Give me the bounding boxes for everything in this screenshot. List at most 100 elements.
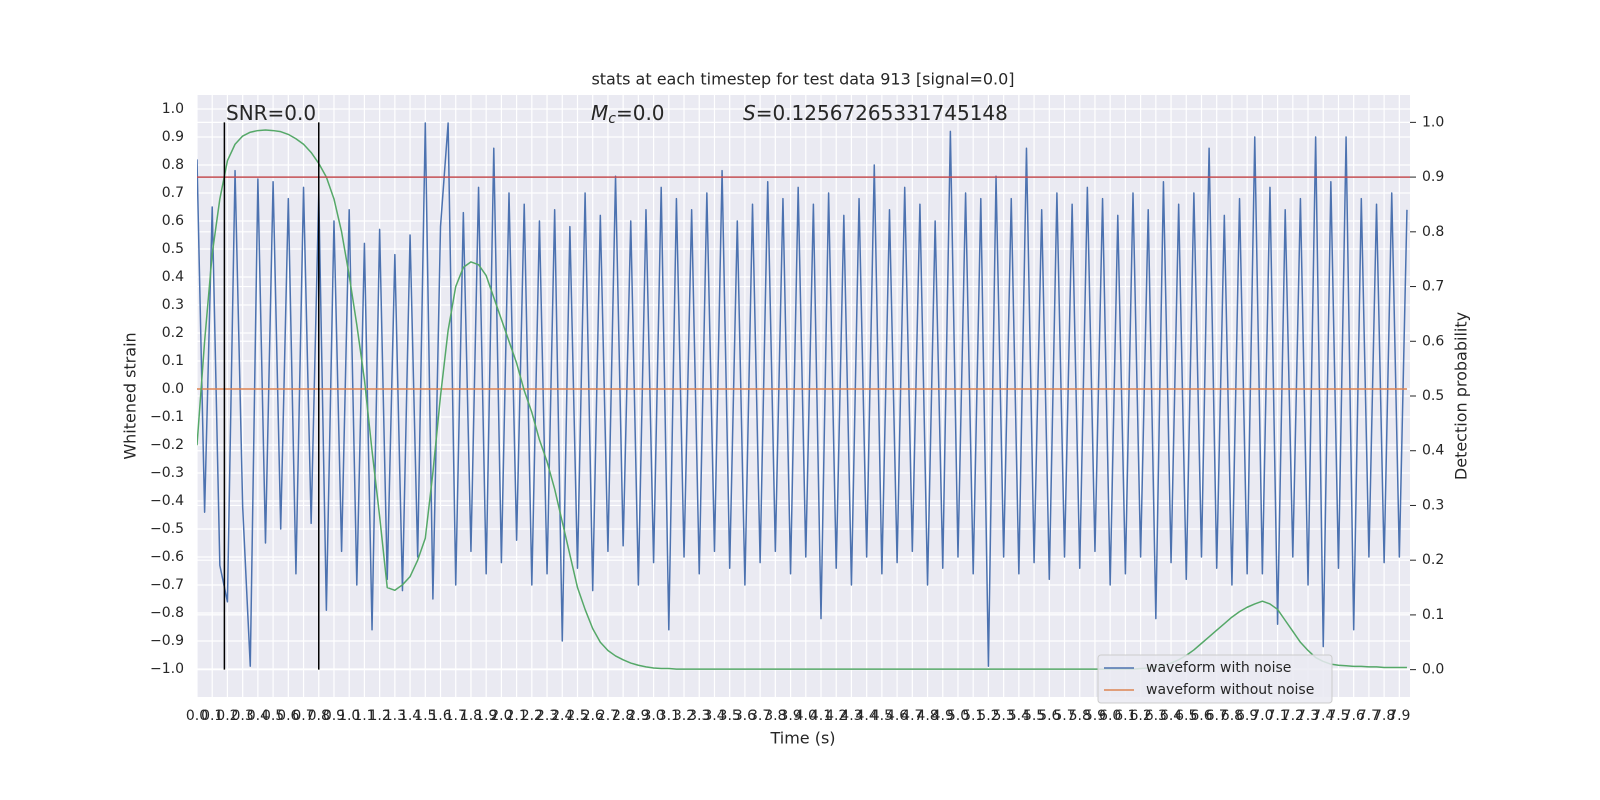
x-tick-label: 6.4 [1160, 708, 1182, 724]
y-axis-label: Whitened strain [121, 332, 140, 459]
y-tick-label: 0.2 [162, 325, 184, 341]
x-tick-label: 3.6 [734, 708, 756, 724]
x-tick-label: 3.0 [642, 708, 664, 724]
x-tick-label: 1.5 [414, 708, 436, 724]
x-tick-label: 7.0 [1251, 708, 1273, 724]
x-tick-label: 7.7 [1358, 708, 1380, 724]
y-tick-label: 0.4 [162, 269, 184, 285]
x-tick-label: 0.5 [262, 708, 284, 724]
x-tick-label: 4.7 [901, 708, 923, 724]
x-tick-label: 3.1 [658, 708, 680, 724]
x-tick-label: 2.7 [597, 708, 619, 724]
x-tick-label: 7.4 [1312, 708, 1334, 724]
x-tick-label: 0.9 [323, 708, 345, 724]
x-tick-label: 7.8 [1373, 708, 1395, 724]
y-tick-label: −0.3 [150, 465, 184, 481]
x-tick-label: 1.4 [399, 708, 421, 724]
x-tick-label: 4.6 [886, 708, 908, 724]
x-tick-label: 3.7 [749, 708, 771, 724]
y2-axis-label: Detection probability [1452, 312, 1471, 480]
y-tick-label: 0.9 [162, 129, 184, 145]
x-tick-label: 6.5 [1175, 708, 1197, 724]
y2-tick-label: 0.0 [1422, 662, 1444, 678]
y-tick-label: 1.0 [162, 101, 184, 117]
annotation-text: SNR=0.0 [226, 101, 316, 125]
x-tick-label: 2.0 [490, 708, 512, 724]
x-tick-label: 5.6 [1038, 708, 1060, 724]
x-tick-label: 5.4 [1008, 708, 1030, 724]
x-tick-label: 2.6 [582, 708, 604, 724]
x-tick-label: 2.2 [521, 708, 543, 724]
y2-tick-label: 0.1 [1422, 607, 1444, 623]
y-tick-label: −0.1 [150, 409, 184, 425]
x-tick-label: 1.7 [445, 708, 467, 724]
y-tick-label: 0.6 [162, 213, 184, 229]
x-tick-label: 5.1 [962, 708, 984, 724]
x-tick-label: 4.9 [932, 708, 954, 724]
x-tick-label: 6.2 [1129, 708, 1151, 724]
x-tick-label: 7.2 [1282, 708, 1304, 724]
annotation-subscript: c [608, 111, 616, 127]
x-tick-label: 1.8 [460, 708, 482, 724]
x-tick-label: 6.0 [1099, 708, 1121, 724]
x-tick-label: 4.1 [810, 708, 832, 724]
x-tick-label: 2.9 [627, 708, 649, 724]
y2-tick-label: 0.7 [1422, 279, 1444, 295]
x-tick-label: 0.0 [186, 708, 208, 724]
x-tick-label: 1.9 [475, 708, 497, 724]
x-axis-label: Time (s) [769, 729, 835, 748]
x-tick-label: 6.6 [1190, 708, 1212, 724]
y2-tick-label: 0.9 [1422, 169, 1444, 185]
x-tick-label: 2.8 [612, 708, 634, 724]
x-tick-label: 4.3 [840, 708, 862, 724]
y-tick-label: 0.1 [162, 353, 184, 369]
y-tick-label: −0.8 [150, 605, 184, 621]
x-tick-label: 3.5 [719, 708, 741, 724]
y2-tick-label: 0.5 [1422, 388, 1444, 404]
annotation: SNR=0.0 [226, 101, 316, 125]
y2-tick-label: 0.2 [1422, 552, 1444, 568]
x-tick-label: 4.5 [871, 708, 893, 724]
y-tick-label: −1.0 [150, 661, 184, 677]
legend-label: waveform without noise [1146, 682, 1314, 698]
x-tick-label: 5.2 [977, 708, 999, 724]
x-tick-label: 5.7 [1053, 708, 1075, 724]
annotation-text: =0.12567265331745148 [756, 101, 1008, 125]
y2-tick-label: 0.4 [1422, 443, 1444, 459]
x-tick-label: 0.7 [292, 708, 314, 724]
x-tick-label: 4.4 [856, 708, 878, 724]
x-tick-label: 1.1 [353, 708, 375, 724]
x-tick-label: 3.2 [673, 708, 695, 724]
annotation-symbol: S [743, 101, 756, 125]
y-tick-label: 0.3 [162, 297, 184, 313]
y-tick-label: −0.6 [150, 549, 184, 565]
chart-title: stats at each timestep for test data 913… [591, 70, 1014, 89]
x-tick-label: 3.8 [764, 708, 786, 724]
x-tick-label: 5.0 [947, 708, 969, 724]
overlay: SNR=0.0 Mc=0.0 S=0.12567265331745148 wavefo… [226, 101, 1333, 704]
annotation-text: =0.0 [616, 101, 665, 125]
x-tick-label: 7.5 [1327, 708, 1349, 724]
x-tick-label: 2.1 [505, 708, 527, 724]
y-tick-label: 0.8 [162, 157, 184, 173]
x-tick-label: 4.8 [916, 708, 938, 724]
y-tick-label: −0.7 [150, 577, 184, 593]
annotation: Mc=0.0 [591, 101, 665, 128]
x-tick-label: 2.5 [566, 708, 588, 724]
y2-tick-label: 0.8 [1422, 224, 1444, 240]
x-tick-label: 5.8 [1069, 708, 1091, 724]
y-tick-label: 0.5 [162, 241, 184, 257]
series-line [197, 129, 1407, 670]
x-tick-label: 7.3 [1297, 708, 1319, 724]
y-tick-label: −0.9 [150, 633, 184, 649]
x-tick-label: 5.9 [1084, 708, 1106, 724]
x-tick-label: 5.3 [993, 708, 1015, 724]
y2-tick-label: 1.0 [1422, 114, 1444, 130]
x-tick-label: 5.5 [1023, 708, 1045, 724]
x-tick-label: 0.3 [232, 708, 254, 724]
legend-label: waveform with noise [1146, 660, 1291, 676]
x-tick-label: 3.9 [779, 708, 801, 724]
y2-tick-label: 0.6 [1422, 333, 1444, 349]
x-tick-label: 7.6 [1343, 708, 1365, 724]
x-tick-label: 1.0 [338, 708, 360, 724]
